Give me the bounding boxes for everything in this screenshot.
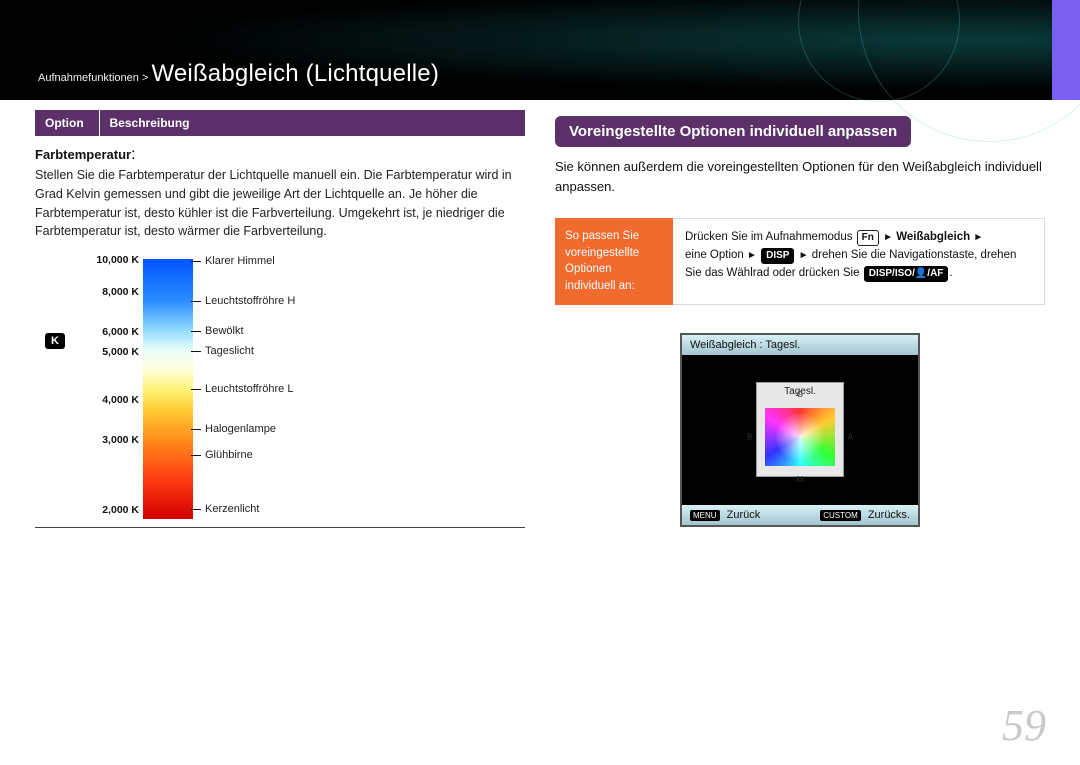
- desc-title: Farbtemperatur: [35, 147, 131, 162]
- kelvin-chart: K 10,000 K8,000 K6,000 K5,000 K4,000 K3,…: [35, 259, 525, 519]
- tick-mark: [191, 301, 201, 302]
- reset-label: Zurücks.: [868, 509, 910, 521]
- footer-reset[interactable]: CUSTOM Zurücks.: [820, 509, 910, 521]
- k-badge-column: K: [35, 259, 75, 349]
- table-header-row: Option Beschreibung: [35, 110, 525, 136]
- kelvin-right-tick: Bewölkt: [205, 325, 244, 337]
- table-row: Farbtemperatur: Stellen Sie die Farbtemp…: [35, 136, 525, 528]
- kelvin-left-tick: 10,000 K: [96, 254, 139, 266]
- left-column: Option Beschreibung Farbtemperatur: Stel…: [35, 110, 525, 528]
- page-number: 59: [1002, 700, 1046, 751]
- kelvin-right-tick: Glühbirne: [205, 449, 253, 461]
- kelvin-right-tick: Kerzenlicht: [205, 503, 259, 515]
- breadcrumb: Aufnahmefunktionen > Weißabgleich (Licht…: [38, 60, 439, 88]
- tick-mark: [191, 429, 201, 430]
- kelvin-left-tick: 4,000 K: [102, 394, 139, 406]
- accent-stripe: [1052, 0, 1080, 100]
- instruction-body: Drücken Sie im Aufnahmemodus Fn ► Weißab…: [673, 218, 1045, 305]
- kelvin-gradient-bar: [143, 259, 193, 519]
- content-area: Option Beschreibung Farbtemperatur: Stel…: [0, 110, 1080, 528]
- tick-mark: [191, 509, 201, 510]
- kelvin-left-tick: 8,000 K: [102, 286, 139, 298]
- header-option: Option: [35, 110, 99, 136]
- kelvin-right-tick: Tageslicht: [205, 345, 254, 357]
- combo-button-chip: DISP/ISO/👤/AF: [864, 266, 949, 282]
- menu-button-chip: MENU: [690, 510, 720, 521]
- camera-footer: MENU Zurück CUSTOM Zurücks.: [682, 505, 918, 525]
- option-table: Option Beschreibung Farbtemperatur: Stel…: [35, 110, 525, 528]
- arrow-icon: ►: [747, 250, 757, 261]
- instr-text: Drücken Sie im Aufnahmemodus: [685, 231, 856, 243]
- fn-button-chip: Fn: [857, 230, 879, 246]
- kelvin-left-tick: 6,000 K: [102, 326, 139, 338]
- tick-mark: [191, 389, 201, 390]
- axis-a-label: A: [848, 433, 853, 442]
- kelvin-right-tick: Halogenlampe: [205, 423, 276, 435]
- axis-g-label: G: [797, 390, 803, 399]
- kelvin-right-labels: Klarer HimmelLeuchtstoffröhre HBewölktTa…: [205, 259, 525, 519]
- arrow-icon: ►: [799, 250, 809, 261]
- right-column: Voreingestellte Optionen individuell anp…: [555, 110, 1045, 528]
- page-title: Weißabgleich (Lichtquelle): [151, 60, 439, 87]
- kelvin-right-tick: Leuchtstoffröhre H: [205, 295, 295, 307]
- kelvin-left-tick: 3,000 K: [102, 434, 139, 446]
- camera-body: Tagesl. G M B A: [682, 355, 918, 505]
- tick-mark: [191, 351, 201, 352]
- camera-preview: Weißabgleich : Tagesl. Tagesl. G M B A M…: [680, 333, 920, 527]
- breadcrumb-prefix: Aufnahmefunktionen >: [38, 72, 151, 84]
- section-intro: Sie können außerdem die voreingestellten…: [555, 157, 1045, 196]
- arrow-icon: ►: [883, 232, 893, 243]
- kelvin-left-tick: 5,000 K: [102, 346, 139, 358]
- kelvin-right-tick: Leuchtstoffröhre L: [205, 383, 293, 395]
- instr-text: eine Option: [685, 249, 747, 261]
- arrow-icon: ►: [973, 232, 983, 243]
- kelvin-left-labels: 10,000 K8,000 K6,000 K5,000 K4,000 K3,00…: [75, 259, 143, 519]
- camera-title: Weißabgleich : Tagesl.: [682, 335, 918, 355]
- hue-grid[interactable]: [765, 408, 835, 466]
- instr-period: .: [949, 267, 952, 279]
- wb-label: Weißabgleich: [896, 231, 970, 243]
- tick-mark: [191, 331, 201, 332]
- back-label: Zurück: [727, 509, 761, 521]
- wb-picker[interactable]: Tagesl. G M B A: [756, 382, 844, 477]
- section-heading: Voreingestellte Optionen individuell anp…: [555, 116, 911, 147]
- disp-button-chip: DISP: [761, 248, 794, 264]
- kelvin-right-tick: Klarer Himmel: [205, 255, 275, 267]
- kelvin-left-tick: 2,000 K: [102, 504, 139, 516]
- custom-button-chip: CUSTOM: [820, 510, 861, 521]
- kelvin-badge-icon: K: [45, 333, 65, 349]
- desc-text: Stellen Sie die Farbtemperatur der Licht…: [35, 166, 525, 241]
- instruction-box: So passen Sie voreingestellte Optionen i…: [555, 218, 1045, 305]
- tick-mark: [191, 455, 201, 456]
- footer-back[interactable]: MENU Zurück: [690, 509, 760, 521]
- desc-colon: :: [131, 146, 135, 163]
- instruction-label: So passen Sie voreingestellte Optionen i…: [555, 218, 673, 305]
- header-description: Beschreibung: [99, 110, 525, 136]
- axis-m-label: M: [797, 475, 804, 484]
- tick-mark: [191, 261, 201, 262]
- axis-b-label: B: [747, 433, 752, 442]
